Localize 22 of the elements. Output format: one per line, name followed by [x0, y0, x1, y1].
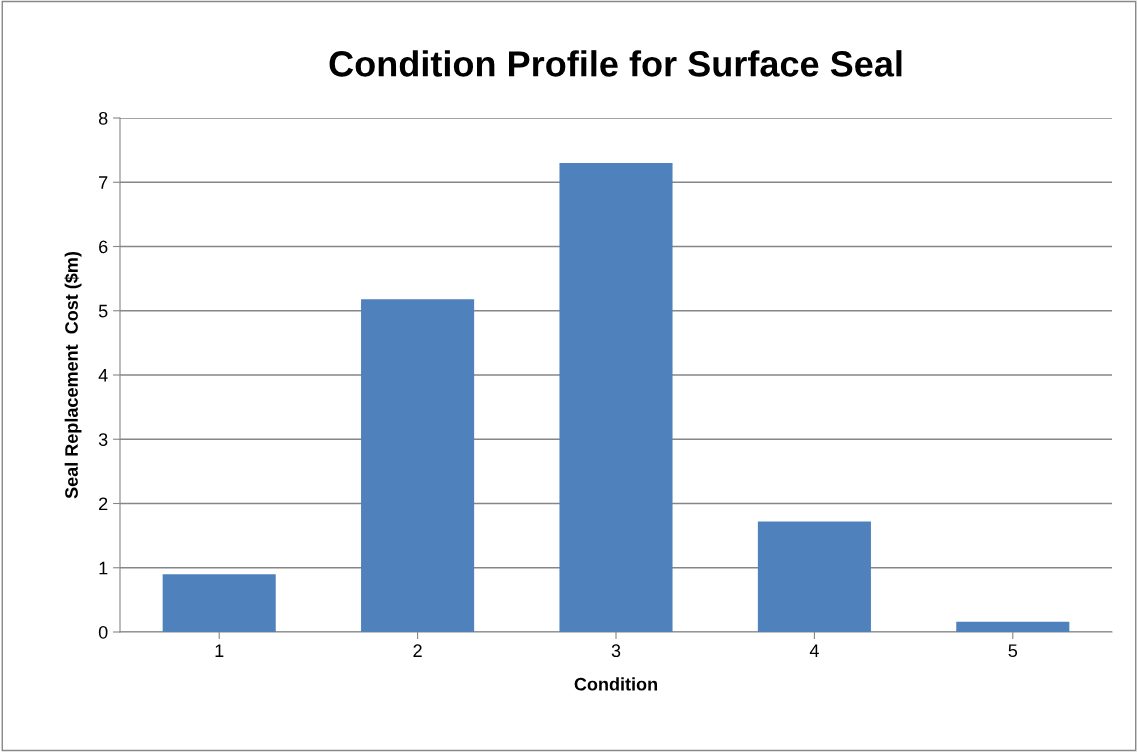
y-tick-label: 7 [99, 176, 108, 189]
chart-title: Condition Profile for Surface Seal [329, 50, 902, 77]
x-tick-label: 3 [611, 644, 621, 658]
bar [956, 621, 1070, 632]
bar [162, 574, 276, 632]
y-tick-label: 8 [98, 111, 108, 125]
x-tick-label: 1 [215, 644, 224, 657]
bar [361, 299, 475, 632]
x-tick-label: 2 [413, 644, 422, 657]
y-tick-label: 0 [98, 625, 108, 639]
x-tick-label: 5 [1008, 644, 1018, 658]
x-tick-label: 4 [809, 644, 819, 657]
bar [559, 162, 673, 632]
y-tick-label: 1 [99, 561, 108, 575]
y-tick-label: 3 [98, 433, 108, 446]
x-axis-title: Condition [574, 677, 657, 691]
y-tick-label: 2 [99, 497, 108, 511]
y-tick-label: 4 [98, 369, 108, 382]
y-axis-title: Seal Replacement Cost ($m) [64, 251, 82, 499]
y-tick-label: 5 [98, 304, 108, 318]
y-tick-label: 6 [99, 240, 108, 254]
bar [757, 521, 871, 632]
